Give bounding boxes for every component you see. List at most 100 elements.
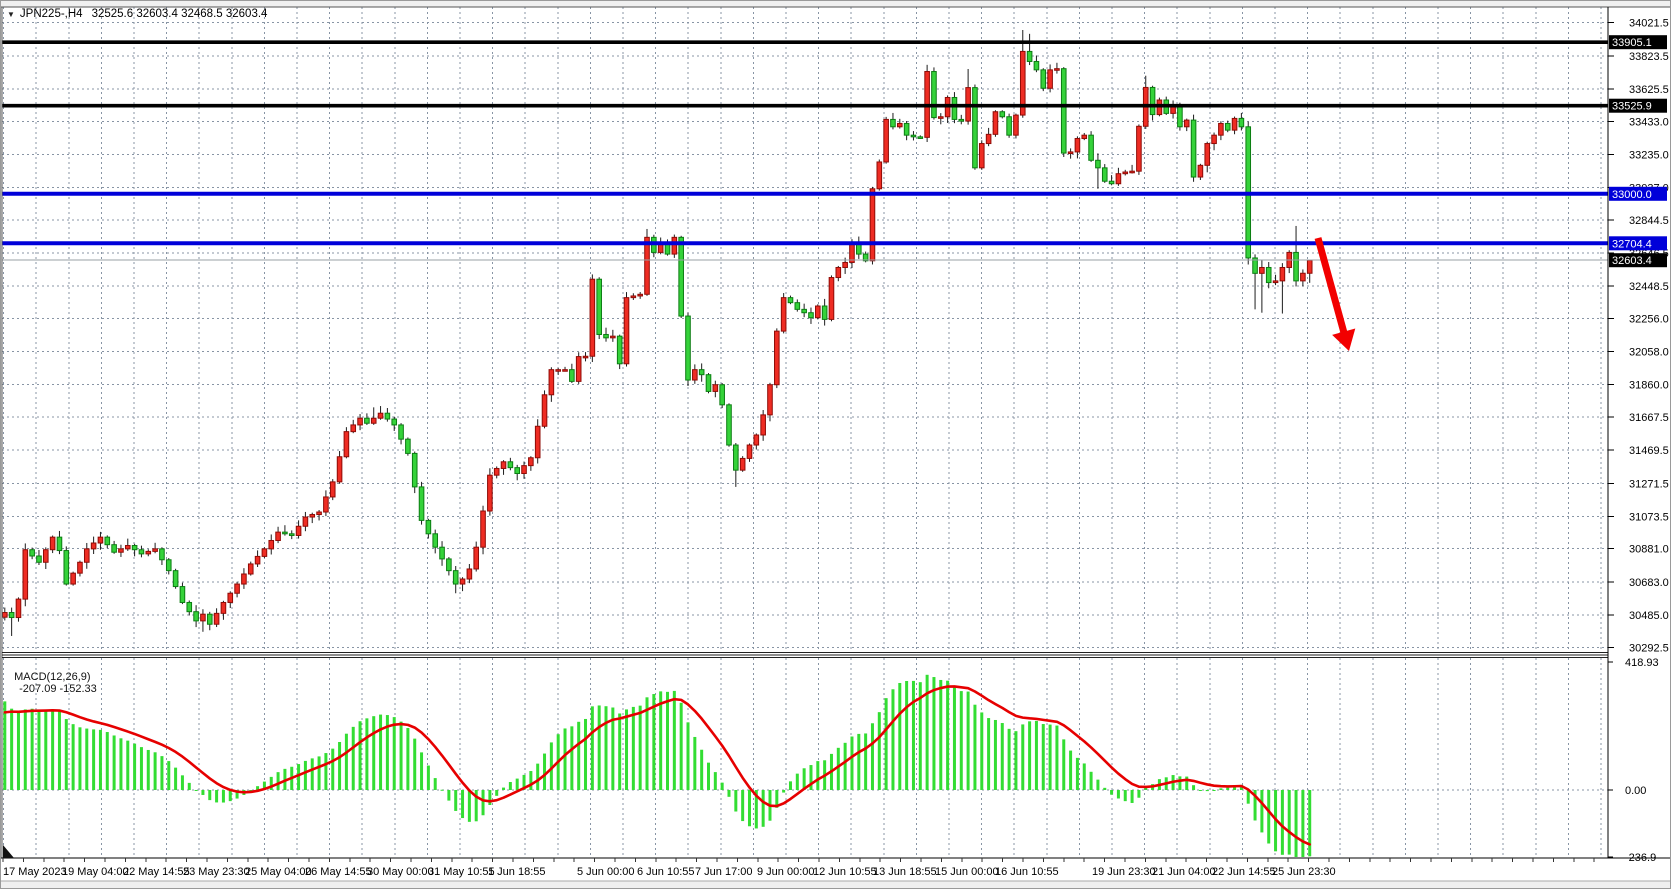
candle-body <box>862 253 869 262</box>
macd-histogram-bar <box>618 713 622 790</box>
macd-histogram-bar <box>747 790 751 827</box>
macd-histogram-bar <box>905 680 909 790</box>
candle-body <box>1019 50 1026 116</box>
candle-body <box>733 444 739 471</box>
macd-histogram-bar <box>775 790 779 808</box>
macd-histogram-bar <box>146 749 150 790</box>
macd-histogram-bar <box>23 709 27 790</box>
candle-body <box>118 548 124 553</box>
date-axis-label: 25 Jun 23:30 <box>1272 866 1336 878</box>
candle-body <box>439 546 445 560</box>
candle-body <box>712 384 719 392</box>
candle-body <box>466 568 473 580</box>
macd-histogram-bar <box>249 790 253 791</box>
candle-body <box>575 356 582 382</box>
candle-body <box>610 335 616 339</box>
candle-body <box>999 111 1006 118</box>
trend-arrow-shaft[interactable] <box>1314 237 1348 335</box>
candle-body <box>487 474 493 512</box>
macd-histogram-bar <box>372 716 376 790</box>
candle-body <box>869 188 876 262</box>
macd-histogram-bar <box>597 705 601 790</box>
candle-body <box>295 525 302 536</box>
date-axis-label: 30 May 00:00 <box>367 866 434 878</box>
macd-histogram-bar <box>1260 790 1264 833</box>
candle-body <box>432 533 439 548</box>
macd-histogram-bar <box>891 689 895 790</box>
candle-body <box>56 536 63 552</box>
macd-histogram-bar <box>604 706 608 790</box>
candle-body <box>753 434 760 446</box>
candle-body <box>83 548 90 563</box>
macd-histogram-bar <box>201 790 205 795</box>
candle-body <box>288 533 295 536</box>
macd-histogram-bar <box>1137 790 1141 798</box>
macd-histogram-bar <box>3 701 7 790</box>
macd-histogram-bar <box>1069 750 1073 790</box>
candle-body <box>1054 68 1060 71</box>
macd-histogram-bar <box>795 773 799 790</box>
macd-histogram-bar <box>1007 728 1011 790</box>
candle-body <box>42 549 49 563</box>
candle-body <box>213 612 220 625</box>
candle-body <box>165 559 172 572</box>
candle-body <box>815 305 821 319</box>
date-axis-label: 7 Jun 17:00 <box>695 866 753 878</box>
macd-histogram-bar <box>1041 724 1045 790</box>
macd-histogram-bar <box>324 753 328 790</box>
price-axis-label: 32256.0 <box>1629 313 1669 325</box>
candle-body <box>473 546 480 570</box>
date-axis-label: 25 May 04:00 <box>245 866 312 878</box>
price-axis-label: 31073.5 <box>1629 511 1669 523</box>
macd-histogram-bar <box>993 719 997 790</box>
candle-body <box>1170 106 1176 114</box>
candle-body <box>821 305 828 320</box>
macd-histogram-bar <box>44 710 48 790</box>
macd-histogram-bar <box>221 790 225 803</box>
candle-body <box>309 514 316 518</box>
macd-histogram-bar <box>317 756 321 790</box>
candle-body <box>1060 68 1067 154</box>
candle-body <box>972 87 978 169</box>
candle-body <box>555 369 561 372</box>
candle-body <box>937 116 944 119</box>
macd-histogram-bar <box>1103 787 1107 790</box>
macd-histogram-bar <box>686 722 690 790</box>
macd-histogram-bar <box>351 726 355 790</box>
candle-body <box>159 548 165 561</box>
macd-histogram-bar <box>570 726 574 790</box>
candle-body <box>49 536 56 551</box>
macd-histogram-bar <box>1226 787 1230 790</box>
date-axis-label: 9 Jun 00:00 <box>757 866 815 878</box>
price-axis-label: 30292.5 <box>1629 642 1669 654</box>
macd-histogram-bar <box>720 782 724 790</box>
macd-axis-label: -236.9 <box>1625 852 1656 864</box>
trend-arrow-head[interactable] <box>1332 328 1356 351</box>
macd-histogram-bar <box>71 724 75 790</box>
symbol-dropdown-icon[interactable]: ▼ <box>7 9 15 19</box>
candle-body <box>603 333 609 339</box>
macd-histogram-bar <box>481 790 485 816</box>
macd-histogram-bar <box>788 781 792 790</box>
macd-histogram-bar <box>870 723 874 790</box>
price-badge <box>1609 253 1667 268</box>
price-axis-label: 31469.5 <box>1629 445 1669 457</box>
macd-histogram-bar <box>1062 739 1066 790</box>
candle-body <box>15 598 22 619</box>
macd-histogram-bar <box>57 711 61 790</box>
macd-histogram-bar <box>734 790 738 812</box>
candle-body <box>500 461 507 469</box>
macd-histogram-bar <box>180 775 184 790</box>
candle-body <box>876 161 883 190</box>
candle-body <box>1129 170 1135 174</box>
candle-body <box>186 601 193 613</box>
macd-histogram-bar <box>440 789 444 791</box>
macd-histogram-bar <box>857 733 861 790</box>
macd-axis-label: 418.93 <box>1625 657 1659 669</box>
macd-histogram-bar <box>256 786 260 790</box>
macd-histogram-bar <box>16 712 20 790</box>
candle-body <box>678 236 684 317</box>
candle-body <box>111 544 117 553</box>
macd-histogram-bar <box>276 772 280 790</box>
